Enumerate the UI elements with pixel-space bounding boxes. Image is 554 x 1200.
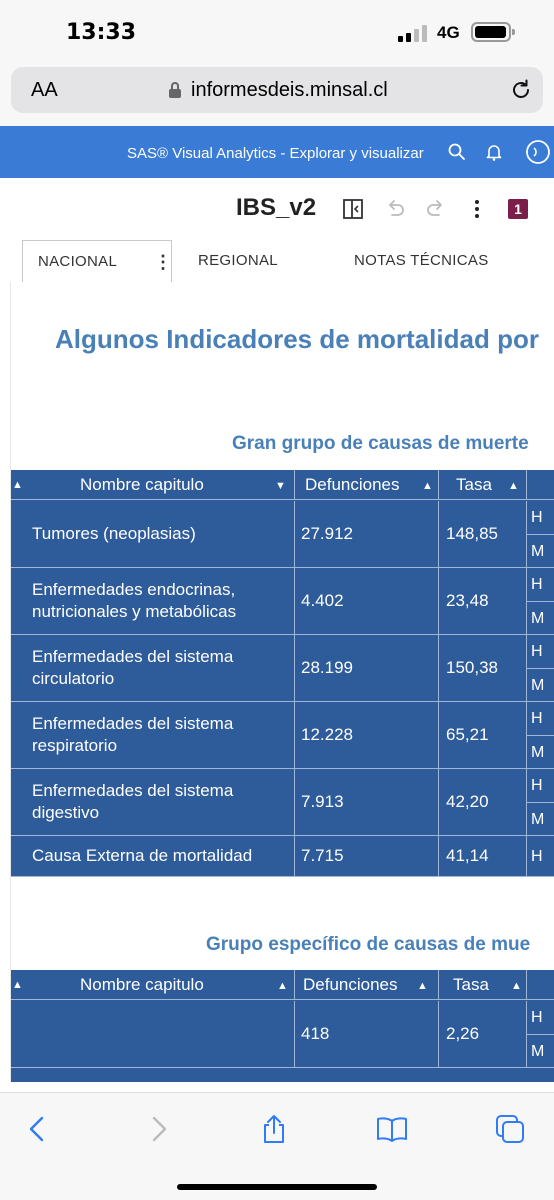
- url-domain[interactable]: informesdeis.minsal.cl: [191, 79, 388, 101]
- cell-defunciones: 4.402: [295, 568, 439, 634]
- table-gran-grupo: ▲ Nombre capitulo ▼ Defunciones ▲ Tasa ▲…: [11, 470, 554, 877]
- cell-nombre: Tumores (neoplasias): [25, 501, 295, 567]
- more-options-icon[interactable]: [465, 197, 489, 221]
- cell-sexo: H: [527, 1001, 554, 1035]
- cell-defunciones: 418: [295, 1001, 439, 1067]
- signal-strength-icon: [398, 24, 427, 42]
- section-title-gran-grupo: Gran grupo de causas de muerte: [232, 433, 529, 454]
- section-title-grupo-especifico: Grupo específico de causas de mue: [206, 934, 531, 955]
- report-title: IBS_v2: [236, 194, 317, 221]
- column-header-nombre[interactable]: Nombre capitulo ▲: [25, 970, 295, 1000]
- cell-tasa: 65,21: [439, 702, 527, 768]
- table-row[interactable]: Causa Externa de mortalidad 7.715 41,14 H: [11, 836, 554, 877]
- browser-address-area: AA informesdeis.minsal.cl: [0, 64, 554, 126]
- cell-sexo: M: [527, 535, 554, 568]
- cell-tasa: 2,26: [439, 1001, 527, 1067]
- report-canvas: Algunos Indicadores de mortalidad por Gr…: [10, 282, 554, 1082]
- tab-notas-tecnicas[interactable]: NOTAS TÉCNICAS: [354, 252, 489, 269]
- table-row[interactable]: Enfermedades endocrinas, nutricionales y…: [11, 568, 554, 635]
- cell-tasa: 150,38: [439, 635, 527, 701]
- sort-asc-icon[interactable]: ▲: [277, 980, 288, 992]
- tab-regional[interactable]: REGIONAL: [198, 252, 278, 269]
- sas-header: SAS® Visual Analytics - Explorar y visua…: [0, 126, 554, 178]
- address-bar[interactable]: AA informesdeis.minsal.cl: [11, 67, 543, 113]
- cell-sexo: M: [527, 669, 554, 702]
- cell-sexo: M: [527, 803, 554, 836]
- tab-label: NACIONAL: [38, 253, 118, 270]
- cell-nombre: Enfermedades del sistema respiratorio: [25, 702, 295, 768]
- cell-sexo: M: [527, 736, 554, 769]
- cell-tasa: 23,48: [439, 568, 527, 634]
- redo-icon[interactable]: [424, 197, 448, 221]
- search-icon[interactable]: [445, 140, 469, 164]
- column-header-tasa[interactable]: Tasa ▲: [439, 970, 527, 1000]
- table-grupo-especifico: ▲ Nombre capitulo ▲ Defunciones ▲ Tasa ▲…: [11, 970, 554, 1082]
- network-type: 4G: [437, 23, 460, 42]
- table-row[interactable]: Enfermedades del sistema digestivo 7.913 4…: [11, 769, 554, 836]
- cell-nombre: Enfermedades del sistema circulatorio: [25, 635, 295, 701]
- tab-nacional[interactable]: NACIONAL ⋮: [22, 240, 172, 282]
- forward-icon[interactable]: [142, 1113, 174, 1145]
- cell-sexo: H: [527, 836, 554, 877]
- cell-nombre: Enfermedades del sistema digestivo: [25, 769, 295, 835]
- table-row[interactable]: Enfermedades del sistema respiratorio 12.…: [11, 702, 554, 769]
- status-bar: 13:33 4G: [0, 0, 554, 64]
- cell-sexo: M: [527, 602, 554, 635]
- reload-icon[interactable]: [509, 78, 533, 102]
- sort-asc-icon[interactable]: ▲: [12, 479, 23, 491]
- sort-asc-icon[interactable]: ▲: [511, 980, 522, 992]
- cell-sexo: H: [527, 568, 554, 602]
- undo-icon[interactable]: [383, 197, 407, 221]
- share-icon[interactable]: [258, 1113, 290, 1145]
- clock: 13:33: [66, 20, 137, 45]
- page-count-badge[interactable]: 1: [508, 199, 528, 219]
- column-header-defunciones[interactable]: Defunciones ▲: [295, 470, 439, 500]
- sas-app-title: SAS® Visual Analytics - Explorar y visua…: [127, 145, 424, 162]
- cell-tasa: 41,14: [439, 836, 527, 876]
- cell-defunciones: 7.913: [295, 769, 439, 835]
- page-title: Algunos Indicadores de mortalidad por: [55, 324, 539, 354]
- toggle-panel-icon[interactable]: [341, 197, 365, 221]
- column-header-nombre[interactable]: Nombre capitulo ▼: [25, 470, 295, 500]
- sort-asc-icon[interactable]: ▲: [417, 980, 428, 992]
- cell-defunciones: 7.715: [295, 836, 439, 876]
- lock-icon: [169, 82, 181, 98]
- cell-sexo: M: [527, 1035, 554, 1068]
- column-header-tasa[interactable]: Tasa ▲: [439, 470, 527, 500]
- cell-defunciones: 27.912: [295, 501, 439, 567]
- table-header: ▲ Nombre capitulo ▲ Defunciones ▲ Tasa ▲: [11, 970, 554, 1000]
- browser-toolbar: [0, 1092, 554, 1200]
- cell-sexo: H: [527, 501, 554, 535]
- table-row[interactable]: Enfermedades del sistema circulatorio 28.…: [11, 635, 554, 702]
- cell-nombre: Causa Externa de mortalidad: [25, 836, 295, 876]
- sort-asc-icon[interactable]: ▲: [422, 480, 433, 492]
- table-row[interactable]: 418 2,26 H M: [11, 1001, 554, 1068]
- cell-defunciones: 28.199: [295, 635, 439, 701]
- user-avatar-icon[interactable]: [516, 140, 554, 164]
- column-header-defunciones[interactable]: Defunciones ▲: [295, 970, 439, 1000]
- text-size-button[interactable]: AA: [31, 79, 58, 101]
- cell-sexo: H: [527, 635, 554, 669]
- cell-tasa: 148,85: [439, 501, 527, 567]
- cell-nombre: Enfermedades endocrinas, nutricionales y…: [25, 568, 295, 634]
- cell-sexo: H: [527, 702, 554, 736]
- battery-icon: [471, 22, 515, 42]
- cell-nombre: [25, 1001, 295, 1067]
- bookmarks-icon[interactable]: [376, 1113, 408, 1145]
- cell-defunciones: 12.228: [295, 702, 439, 768]
- back-icon[interactable]: [22, 1113, 54, 1145]
- cell-tasa: 42,20: [439, 769, 527, 835]
- sort-desc-icon[interactable]: ▼: [275, 480, 286, 492]
- cell-sexo: H: [527, 769, 554, 803]
- report-tabs: NACIONAL ⋮ REGIONAL NOTAS TÉCNICAS: [10, 240, 554, 282]
- notifications-bell-icon[interactable]: [482, 140, 506, 164]
- tabs-icon[interactable]: [494, 1113, 526, 1145]
- table-row[interactable]: Tumores (neoplasias) 27.912 148,85 H M: [11, 501, 554, 568]
- tab-menu-icon[interactable]: ⋮: [154, 252, 173, 272]
- sort-asc-icon[interactable]: ▲: [12, 979, 23, 991]
- table-header: ▲ Nombre capitulo ▼ Defunciones ▲ Tasa ▲: [11, 470, 554, 500]
- sort-asc-icon[interactable]: ▲: [508, 480, 519, 492]
- home-indicator: [177, 1184, 377, 1190]
